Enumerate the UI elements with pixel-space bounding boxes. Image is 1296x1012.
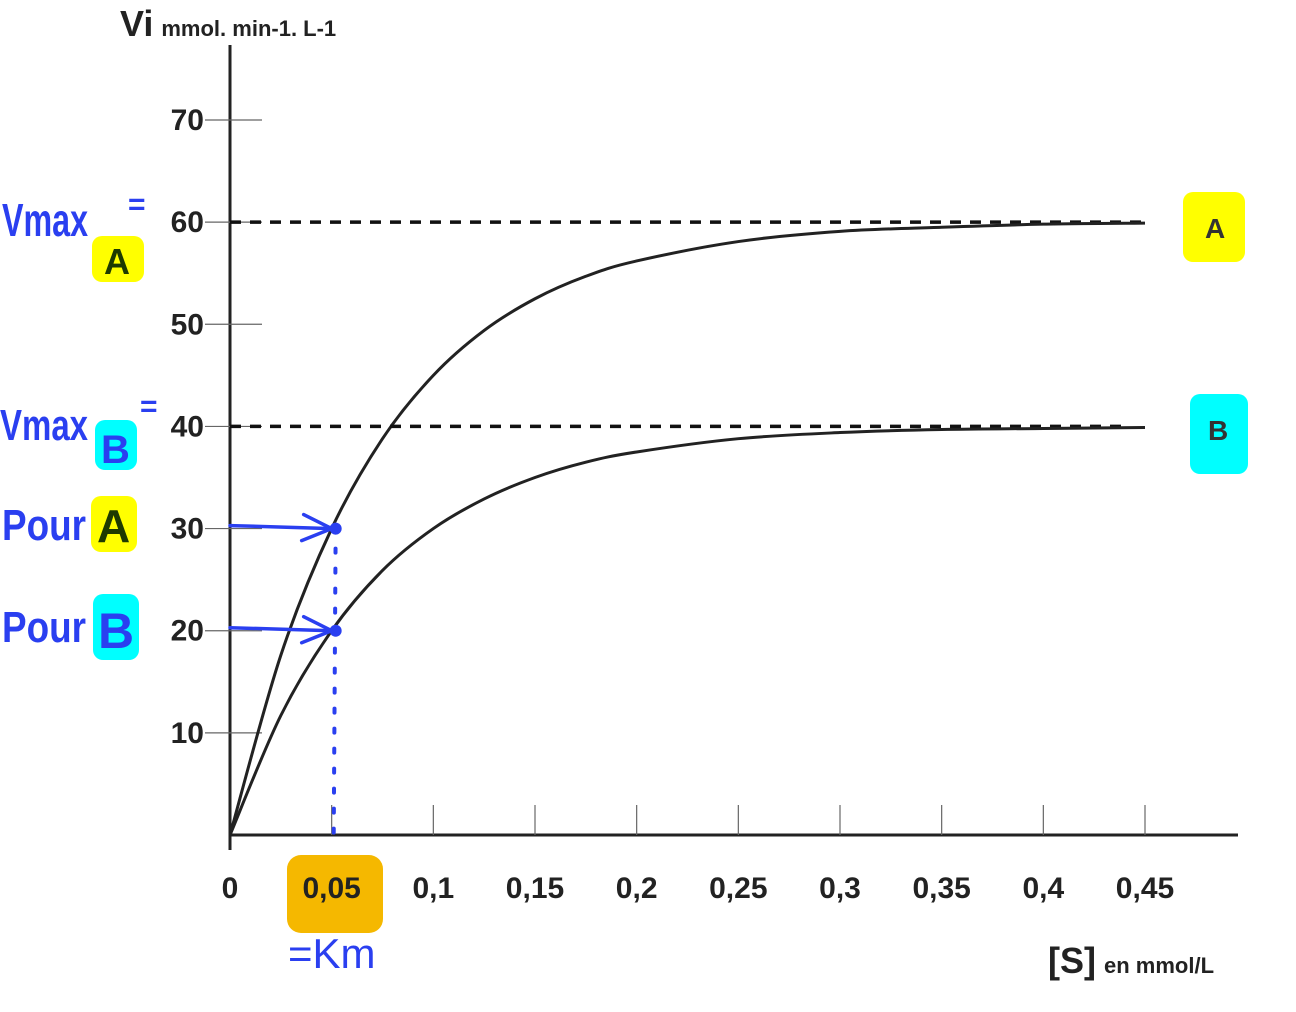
- x-tick-label: 0,05: [302, 872, 360, 905]
- y-tick-label: 40: [171, 410, 204, 443]
- pour-a-highlight: [91, 496, 137, 552]
- km-dotted-line: [331, 526, 338, 845]
- x-tick-label: 0,15: [506, 872, 564, 905]
- vmax-a-annotation: Vmax: [2, 194, 88, 246]
- y-tick-label: 20: [171, 615, 204, 648]
- pour-a-letter: A: [97, 500, 130, 552]
- arrow-a: [228, 523, 334, 531]
- pour-b-letter: B: [98, 603, 134, 659]
- vmax-a-highlight: [92, 236, 144, 282]
- x-axis-label: [S] en mmol/L: [1048, 940, 1214, 981]
- series-b-label: B: [1208, 415, 1228, 446]
- y-tick-label: 30: [171, 513, 204, 546]
- vmax-b-equals: =: [140, 390, 158, 423]
- curve-a: [228, 221, 1146, 836]
- x-tick-label: 0,35: [912, 872, 970, 905]
- pour-b-highlight: [93, 594, 139, 660]
- vmax-a-equals: =: [128, 188, 146, 221]
- vmax-b-letter: B: [101, 428, 130, 472]
- vmax-b-annotation: Vmax: [0, 401, 88, 450]
- y-axis-label: Vi mmol. min-1. L-1: [120, 3, 336, 44]
- series-a-label-highlight: [1183, 192, 1245, 262]
- arrow-b: [228, 625, 334, 633]
- y-tick-label: 70: [171, 104, 204, 137]
- y-tick-label: 10: [171, 717, 204, 750]
- km-highlight: [287, 855, 383, 933]
- x-tick-label: 0,3: [819, 872, 861, 905]
- x-tick-label: 0,45: [1116, 872, 1174, 905]
- x-tick-label: 0,2: [616, 872, 658, 905]
- x-tick-label: 0: [222, 872, 239, 905]
- x-tick-label: 0,4: [1022, 872, 1064, 905]
- series-b-label-highlight: [1190, 394, 1248, 474]
- x-tick-label: 0,25: [709, 872, 767, 905]
- vmax-b-highlight: [95, 420, 137, 470]
- y-tick-label: 60: [171, 206, 204, 239]
- vmax-a-letter: A: [104, 241, 130, 282]
- y-tick-label: 50: [171, 308, 204, 341]
- pour-a-annotation: Pour: [2, 501, 86, 550]
- curve-b: [228, 425, 1146, 836]
- pour-b-annotation: Pour: [2, 603, 86, 652]
- series-a-label: A: [1205, 213, 1225, 244]
- x-tick-label: 0,1: [412, 872, 454, 905]
- km-annotation: =Km: [288, 930, 376, 977]
